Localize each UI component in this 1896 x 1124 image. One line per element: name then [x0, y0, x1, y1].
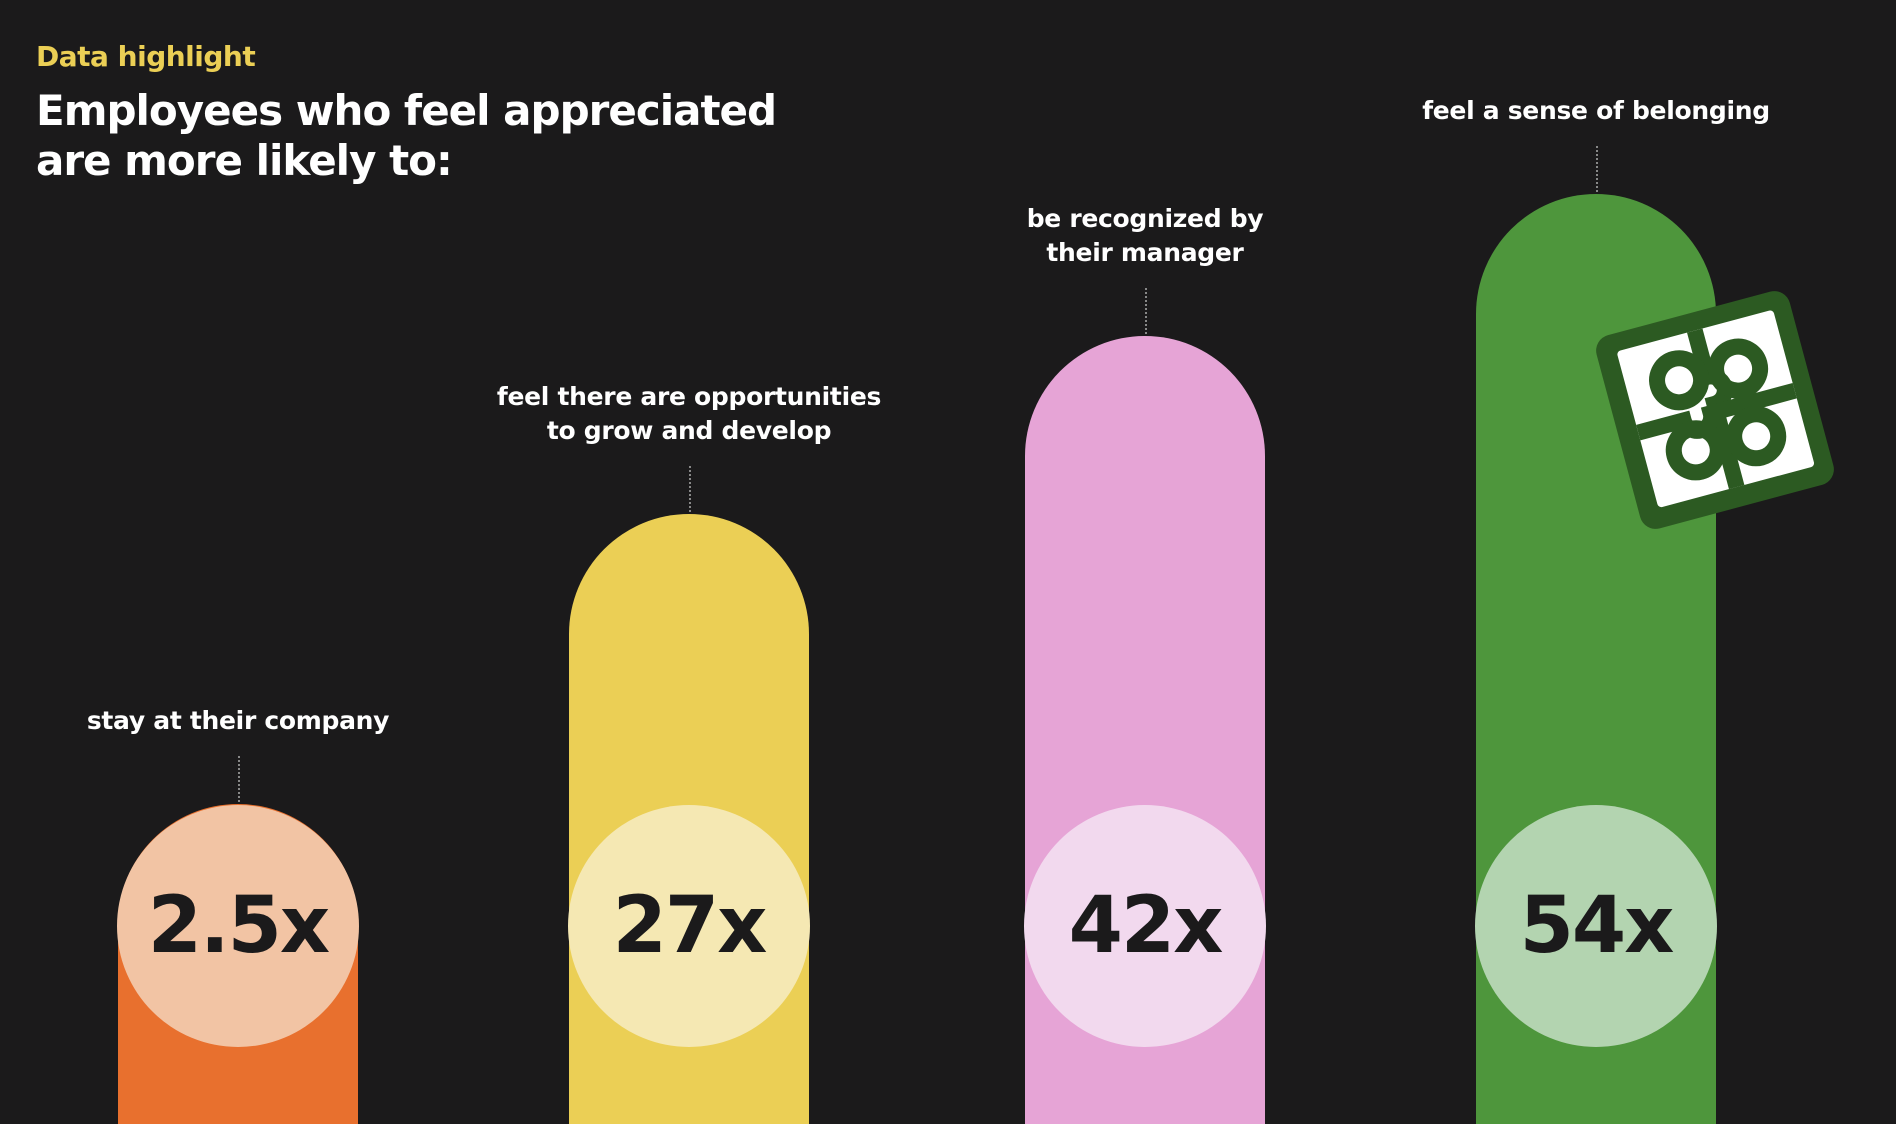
leader-line: [689, 466, 691, 513]
value-label: 2.5x: [117, 805, 359, 1047]
category-label-line: to grow and develop: [546, 416, 832, 446]
title: Employees who feel appreciated are more …: [36, 86, 777, 186]
leader-line: [1145, 288, 1147, 335]
value-label: 42x: [1024, 805, 1266, 1047]
category-label-line: feel a sense of belonging: [1422, 96, 1770, 126]
category-label: be recognized by their manager: [905, 202, 1385, 270]
title-line: are more likely to:: [36, 136, 453, 185]
puzzle-icon: [1596, 291, 1834, 529]
category-label-line: be recognized by: [1026, 204, 1264, 234]
category-label: feel there are opportunities to grow and …: [449, 380, 929, 448]
value-label: 27x: [568, 805, 810, 1047]
eyebrow: Data highlight: [36, 40, 256, 73]
category-label: feel a sense of belonging: [1356, 94, 1836, 128]
leader-line: [238, 756, 240, 803]
category-label-line: stay at their company: [86, 706, 390, 736]
category-label-line: feel there are opportunities: [496, 382, 882, 412]
category-label: stay at their company: [0, 704, 478, 738]
value-label: 54x: [1475, 805, 1717, 1047]
category-label-line: their manager: [1046, 238, 1244, 268]
leader-line: [1596, 146, 1598, 193]
title-line: Employees who feel appreciated: [36, 86, 777, 135]
